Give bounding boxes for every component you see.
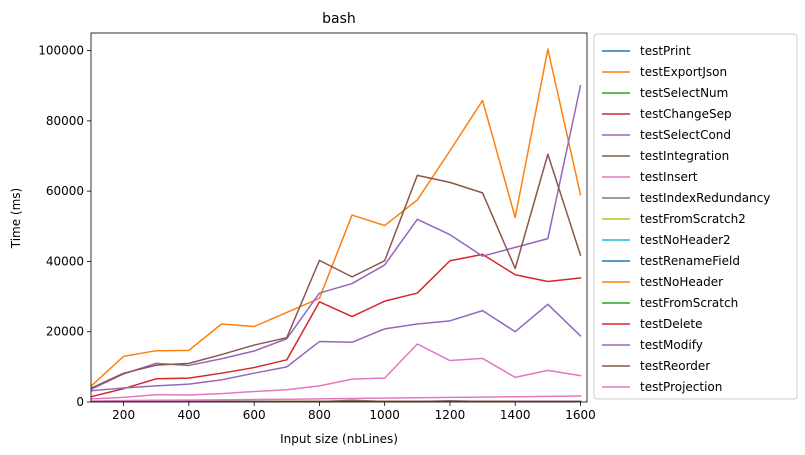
plot-frame	[90, 32, 588, 403]
y-tick-label: 20000	[46, 325, 84, 339]
x-axis-label: Input size (nbLines)	[280, 432, 398, 446]
legend-label: testNoHeader2	[640, 233, 731, 247]
x-tick-label: 1000	[369, 408, 400, 422]
x-tick-label: 400	[177, 408, 200, 422]
series-lines	[91, 48, 582, 402]
legend-label: testChangeSep	[640, 107, 732, 121]
series-line-testModify	[91, 303, 582, 392]
legend-label: testFromScratch	[640, 296, 738, 310]
legend-label: testNoHeader	[640, 275, 723, 289]
x-tick-label: 800	[308, 408, 331, 422]
series-line-testChangeSep	[91, 253, 582, 398]
legend-label: testModify	[640, 338, 703, 352]
series-line-testIntegration	[91, 153, 582, 390]
legend-label: testFromScratch2	[640, 212, 746, 226]
legend-label: testProjection	[640, 380, 722, 394]
y-axis: 0 20000 40000 60000 80000 100000	[38, 44, 91, 409]
chart-title: bash	[322, 11, 356, 27]
y-tick-label: 40000	[46, 254, 84, 268]
y-tick-label: 80000	[46, 114, 84, 128]
legend-label: testIntegration	[640, 149, 729, 163]
x-tick-label: 600	[243, 408, 266, 422]
x-tick-label: 1400	[500, 408, 531, 422]
legend-label: testRenameField	[640, 254, 740, 268]
x-tick-label: 1600	[565, 408, 596, 422]
legend-label: testSelectNum	[640, 86, 728, 100]
y-tick-label: 60000	[46, 184, 84, 198]
series-line-testExportJson	[91, 48, 582, 388]
legend-label: testDelete	[640, 317, 702, 331]
legend-label: testExportJson	[640, 65, 727, 79]
series-line-testProjection	[91, 343, 582, 400]
legend: testPrint testExportJson testSelectNum test…	[593, 33, 798, 400]
series-line-testInsert	[91, 395, 582, 402]
x-tick-label: 200	[112, 408, 135, 422]
legend-label: testSelectCond	[640, 128, 731, 142]
y-axis-label: Time (ms)	[9, 188, 23, 250]
y-tick-label: 0	[76, 395, 84, 409]
x-tick-label: 1200	[435, 408, 466, 422]
legend-label: testInsert	[640, 170, 698, 184]
legend-label: testReorder	[640, 359, 710, 373]
y-tick-label: 100000	[38, 44, 84, 58]
series-line-testSelectCond	[91, 84, 582, 391]
legend-label: testIndexRedundancy	[640, 191, 770, 205]
plot-area	[90, 32, 588, 403]
legend-box	[593, 33, 798, 400]
x-axis: 200 400 600 800 1000 1200 1400 1600	[112, 402, 596, 422]
legend-label: testPrint	[640, 44, 691, 58]
